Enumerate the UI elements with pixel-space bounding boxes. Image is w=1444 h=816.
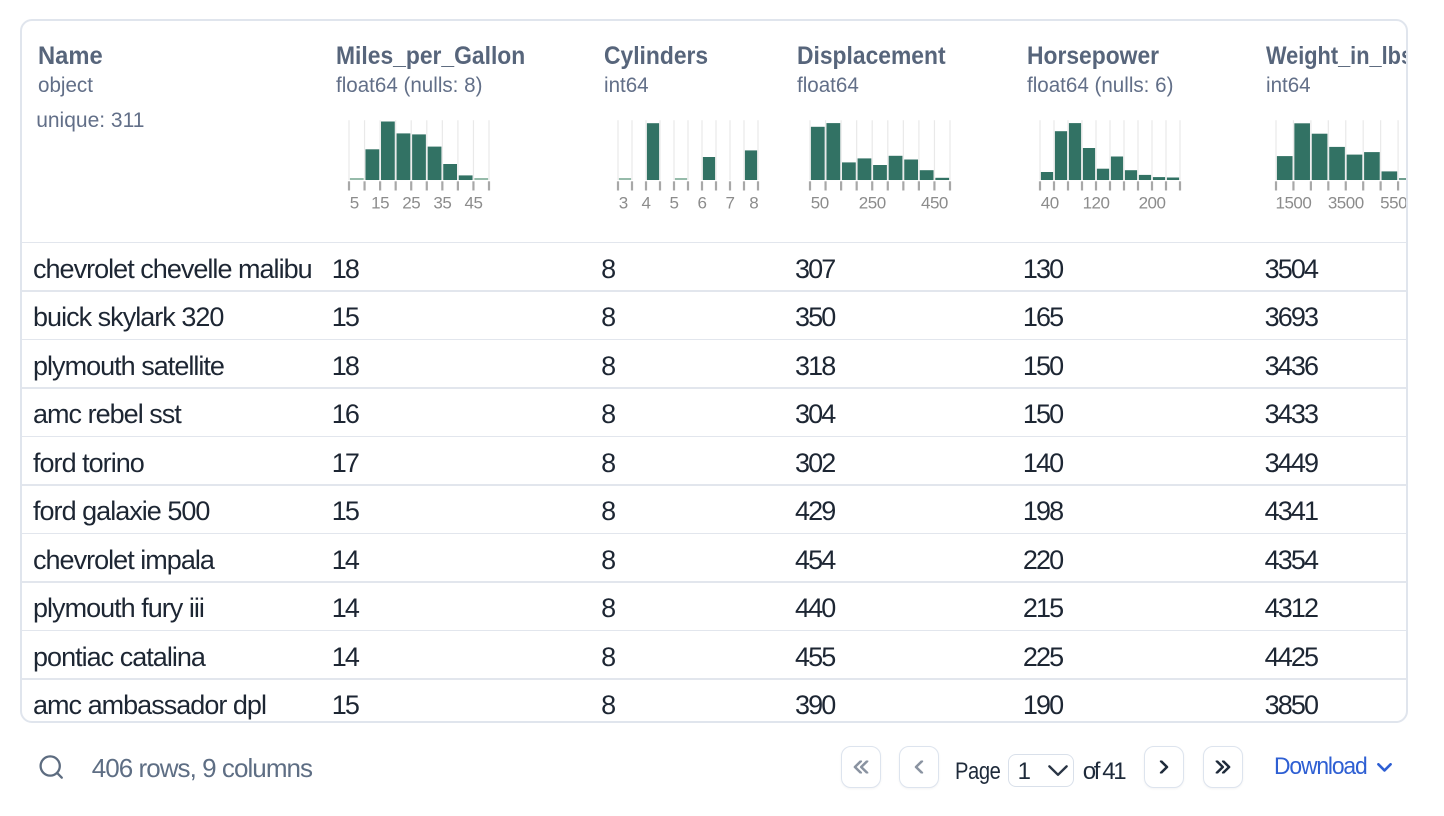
svg-text:5500: 5500 xyxy=(1380,193,1408,212)
svg-text:25: 25 xyxy=(402,194,420,213)
svg-text:3500: 3500 xyxy=(1328,193,1364,212)
svg-text:4: 4 xyxy=(641,194,650,213)
svg-text:3: 3 xyxy=(618,194,627,213)
svg-text:200: 200 xyxy=(1139,194,1166,213)
svg-text:40: 40 xyxy=(1041,194,1059,213)
svg-text:120: 120 xyxy=(1083,194,1110,213)
svg-text:5: 5 xyxy=(350,194,359,213)
svg-text:50: 50 xyxy=(811,194,829,213)
svg-text:8: 8 xyxy=(749,194,758,213)
svg-text:15: 15 xyxy=(371,194,389,213)
svg-text:1500: 1500 xyxy=(1276,193,1312,212)
svg-text:35: 35 xyxy=(433,194,451,213)
svg-text:250: 250 xyxy=(859,194,886,213)
svg-text:450: 450 xyxy=(921,194,948,213)
svg-text:7: 7 xyxy=(725,194,734,213)
svg-text:6: 6 xyxy=(697,194,706,213)
svg-text:45: 45 xyxy=(464,194,482,213)
svg-text:5: 5 xyxy=(669,194,678,213)
